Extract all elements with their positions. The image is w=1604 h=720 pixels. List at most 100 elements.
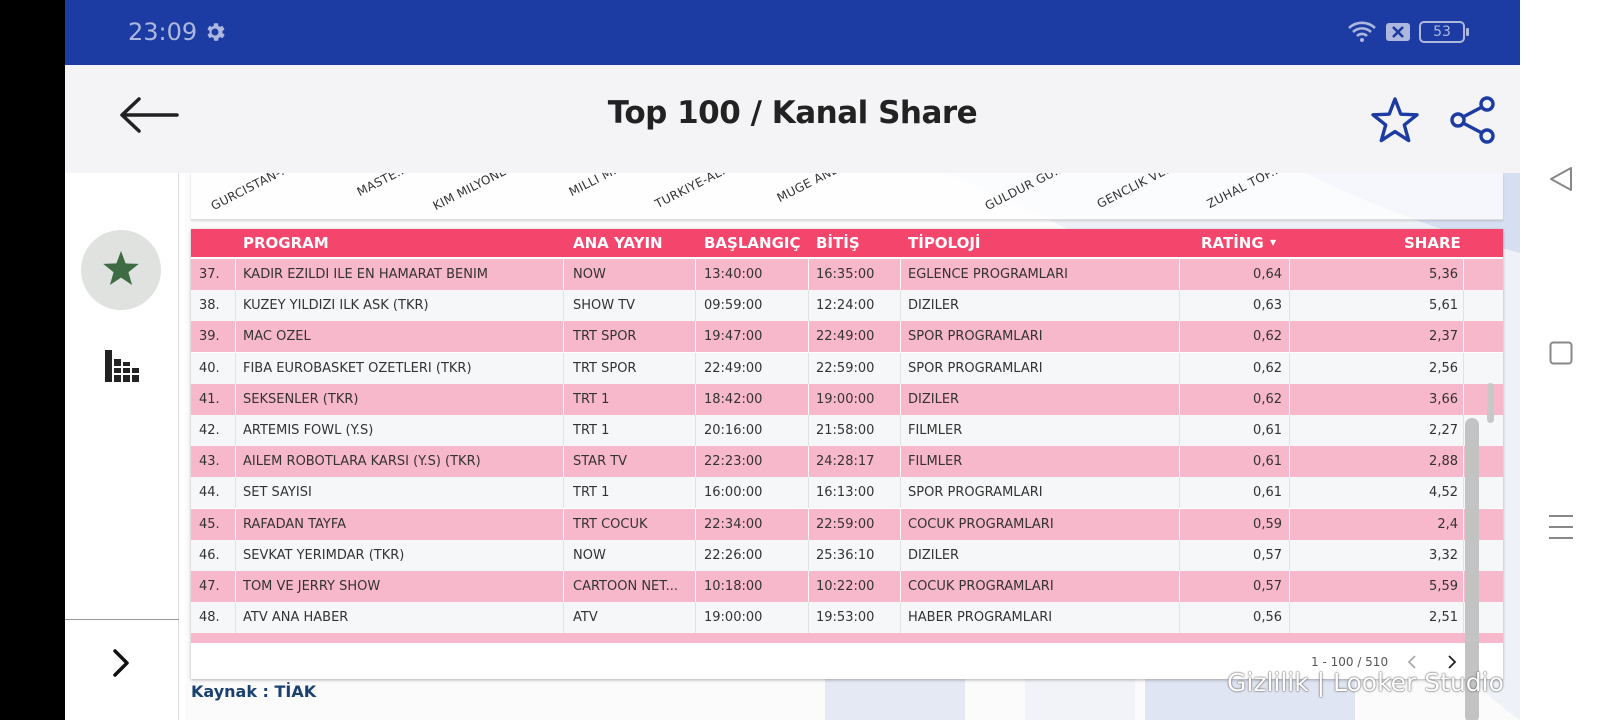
cell-channel: CARTOON NET... xyxy=(573,579,679,594)
table-footer: 1 - 100 / 510 xyxy=(191,645,1503,679)
table-row[interactable]: 47. TOM VE JERRY SHOW CARTOON NET... 10:18:… xyxy=(191,571,1503,602)
chevron-right-icon[interactable] xyxy=(1441,651,1463,673)
column-divider xyxy=(808,571,809,602)
table-row[interactable]: 42. ARTEMIS FOWL (Y.S) TRT 1 20:16:00 21:58:… xyxy=(191,415,1503,446)
cell-rank: 45. xyxy=(199,516,220,532)
table-row[interactable]: 41. SEKSENLER (TKR) TRT 1 18:42:00 19:00:00 D… xyxy=(191,383,1503,415)
column-divider xyxy=(235,446,236,478)
column-divider xyxy=(900,477,901,509)
table-row[interactable]: 39. MAC OZEL TRT SPOR 19:47:00 22:49:00 SPOR … xyxy=(191,321,1503,353)
cell-start: 10:18:00 xyxy=(704,579,763,594)
column-header-type[interactable]: TİPOLOJİ xyxy=(908,234,981,252)
cell-start: 22:23:00 xyxy=(704,454,763,470)
cell-end: 21:58:00 xyxy=(816,423,875,438)
chevron-right-icon[interactable] xyxy=(103,645,139,681)
column-divider xyxy=(808,383,809,415)
star-filled-icon xyxy=(103,251,139,285)
column-divider xyxy=(808,321,809,353)
arrow-left-icon[interactable] xyxy=(117,93,181,137)
column-divider xyxy=(808,290,809,322)
cell-end: 25:36:10 xyxy=(816,547,875,563)
column-divider xyxy=(1289,415,1290,446)
column-divider xyxy=(235,290,236,322)
cell-channel: TRT 1 xyxy=(573,391,610,407)
cell-type: SPOR PROGRAMLARI xyxy=(908,360,1043,376)
status-bar: 23:09 53 xyxy=(65,0,1520,65)
column-divider xyxy=(235,571,236,602)
column-divider xyxy=(1289,290,1290,322)
cell-end: 24:28:17 xyxy=(816,454,875,470)
table-scrollbar-thumb[interactable] xyxy=(1487,383,1494,423)
cell-program: TOM VE JERRY SHOW xyxy=(243,579,381,594)
table-row[interactable]: 38. KUZEY YILDIZI ILK ASK (TKR) SHOW TV 09:… xyxy=(191,290,1503,322)
column-divider xyxy=(808,352,809,384)
favorites-nav-button[interactable] xyxy=(81,230,161,310)
table-row[interactable]: 37. KADIR EZILDI ILE EN HAMARAT BENIM NOW 1… xyxy=(191,259,1503,290)
column-divider xyxy=(1289,539,1290,571)
column-divider xyxy=(900,259,901,290)
cell-rank: 39. xyxy=(199,329,220,345)
cell-start: 22:26:00 xyxy=(704,547,763,563)
cell-program: SET SAYISI xyxy=(243,485,312,501)
column-divider xyxy=(235,259,236,290)
cell-type: SPOR PROGRAMLARI xyxy=(908,485,1043,501)
column-header-start[interactable]: BAŞLANGIÇ xyxy=(704,234,801,252)
column-header-share[interactable]: SHARE xyxy=(1404,234,1461,252)
column-header-program[interactable]: PROGRAM xyxy=(243,234,329,252)
column-divider xyxy=(1179,571,1180,602)
column-divider xyxy=(695,446,696,478)
chevron-left-icon[interactable] xyxy=(1401,651,1423,673)
table-row-partial xyxy=(191,633,1503,644)
table-row[interactable]: 48. ATV ANA HABER ATV 19:00:00 19:53:00 HABER… xyxy=(191,602,1503,634)
column-divider xyxy=(1463,571,1464,602)
column-divider xyxy=(563,508,564,540)
table-row[interactable]: 46. SEVKAT YERIMDAR (TKR) NOW 22:26:00 25:36… xyxy=(191,539,1503,571)
cell-channel: SHOW TV xyxy=(573,298,636,314)
cell-rank: 44. xyxy=(199,485,220,501)
star-outline-icon[interactable] xyxy=(1369,95,1421,147)
cell-start: 18:42:00 xyxy=(704,391,763,407)
cell-program: KUZEY YILDIZI ILK ASK (TKR) xyxy=(243,298,429,314)
column-divider xyxy=(1179,321,1180,353)
column-header-channel[interactable]: ANA YAYIN xyxy=(573,234,663,252)
cell-rating: 0,56 xyxy=(1253,610,1282,626)
column-header-rating[interactable]: RATİNG xyxy=(1201,234,1264,252)
cell-rank: 42. xyxy=(199,423,220,438)
column-divider xyxy=(695,539,696,571)
column-divider xyxy=(695,477,696,509)
column-divider xyxy=(563,290,564,322)
table-row[interactable]: 45. RAFADAN TAYFA TRT COCUK 22:34:00 22:59:0… xyxy=(191,508,1503,540)
chart-labels-strip: GURCISTAN-... MASTE... KIM MILYONE... MI… xyxy=(191,173,1503,220)
share-icon[interactable] xyxy=(1449,95,1497,145)
pagination-info: 1 - 100 / 510 xyxy=(1311,655,1389,669)
column-header-end[interactable]: BİTİŞ xyxy=(816,234,860,252)
cell-program: SEVKAT YERIMDAR (TKR) xyxy=(243,547,405,563)
chart-axis-label: GULDUR GU... xyxy=(982,173,1068,213)
page-title: Top 100 / Kanal Share xyxy=(607,95,978,131)
table-row[interactable]: 43. AILEM ROBOTLARA KARSI (Y.S) (TKR) STAR… xyxy=(191,446,1503,478)
table-row[interactable]: 40. FIBA EUROBASKET OZETLERI (TKR) TRT SPO… xyxy=(191,352,1503,384)
table-row[interactable]: 44. SET SAYISI TRT 1 16:00:00 16:13:00 SPOR P… xyxy=(191,477,1503,509)
cell-share: 3,32 xyxy=(1429,547,1458,563)
menu-lines-icon[interactable] xyxy=(1547,512,1575,542)
column-divider xyxy=(235,539,236,571)
cell-type: DIZILER xyxy=(908,298,960,314)
cell-rank: 43. xyxy=(199,454,220,470)
chart-axis-label: GURCISTAN-... xyxy=(208,173,294,213)
cell-program: FIBA EUROBASKET OZETLERI (TKR) xyxy=(243,360,472,376)
column-divider xyxy=(900,571,901,602)
cell-share: 5,36 xyxy=(1429,267,1458,282)
chart-axis-label: MILLI M... xyxy=(566,173,626,199)
square-home-icon[interactable] xyxy=(1549,341,1573,365)
looker-studio-watermark[interactable]: Gizlilik | Looker Studio xyxy=(1227,668,1504,697)
column-divider xyxy=(563,415,564,446)
cell-share: 5,59 xyxy=(1429,579,1458,594)
column-divider xyxy=(1289,477,1290,509)
page-scrollbar[interactable] xyxy=(1465,418,1479,720)
cell-rating: 0,57 xyxy=(1253,547,1282,563)
cell-rank: 40. xyxy=(199,360,220,376)
bar-chart-icon[interactable] xyxy=(105,350,139,382)
triangle-back-icon[interactable] xyxy=(1547,165,1575,193)
sort-desc-icon[interactable]: ▼ xyxy=(1270,238,1277,247)
